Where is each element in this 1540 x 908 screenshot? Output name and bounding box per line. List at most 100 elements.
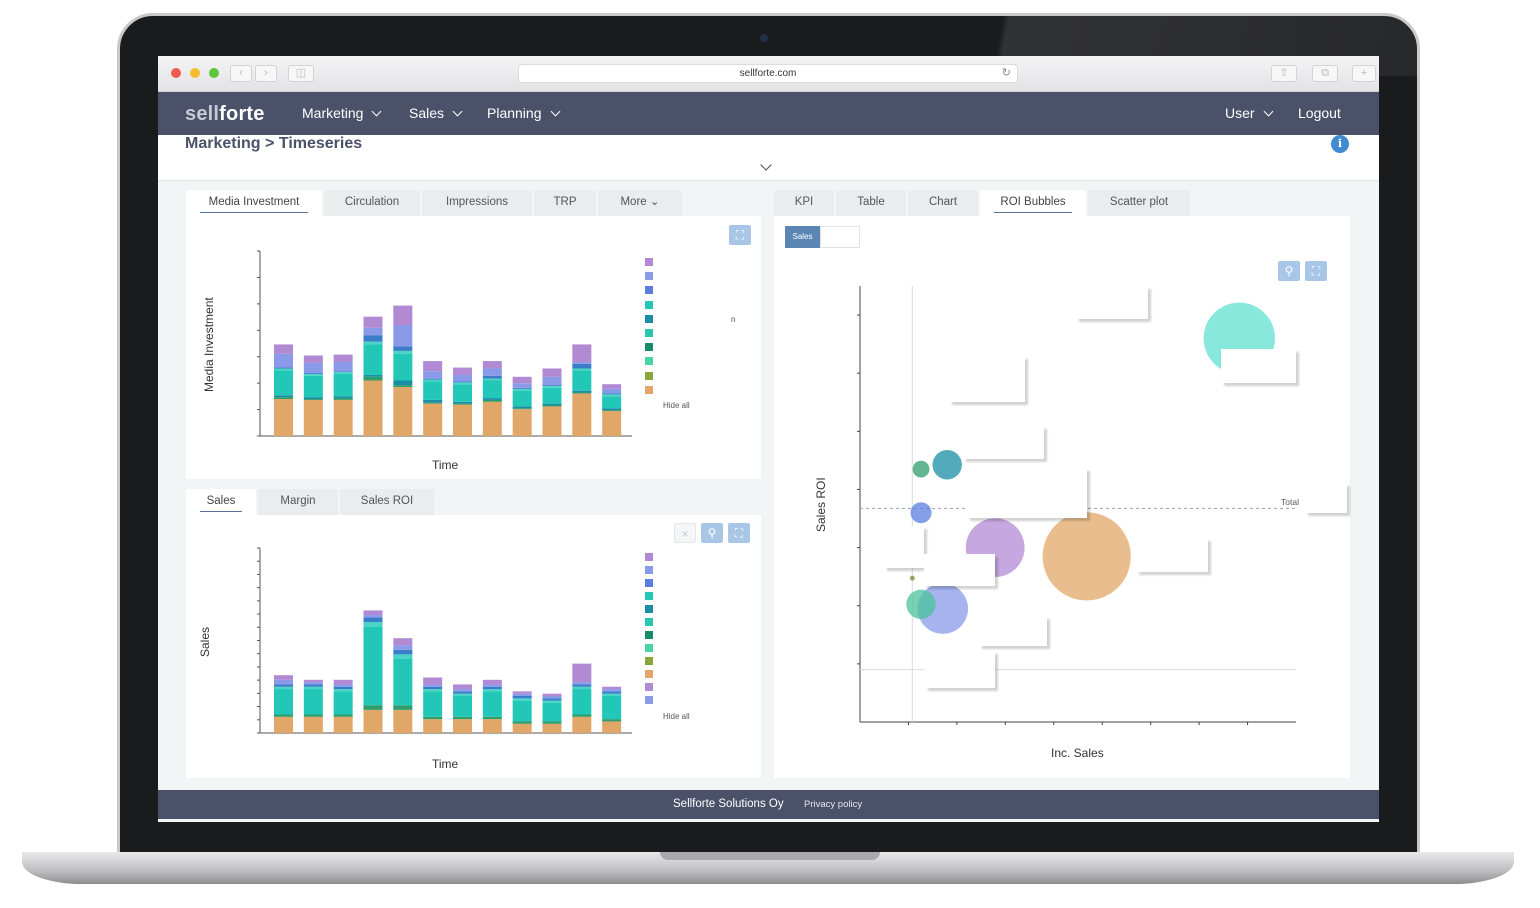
legend-swatch[interactable] bbox=[645, 286, 653, 295]
nav-user[interactable]: User bbox=[1225, 105, 1274, 121]
bar-segment bbox=[602, 696, 622, 720]
bar-segment bbox=[423, 378, 443, 380]
legend-swatch[interactable] bbox=[645, 343, 653, 352]
tab-table[interactable]: Table bbox=[836, 190, 906, 216]
legend-swatch[interactable] bbox=[645, 357, 653, 366]
legend-swatch[interactable] bbox=[645, 553, 653, 561]
chevron-down-icon bbox=[550, 106, 560, 117]
bar-segment bbox=[333, 372, 353, 375]
view-tabs: KPI Table Chart ROI Bubbles Scatter plot bbox=[774, 190, 1194, 216]
share-icon[interactable]: ⇧ bbox=[1271, 65, 1297, 82]
tab-circulation[interactable]: Circulation bbox=[324, 190, 420, 216]
bar-segment bbox=[393, 305, 413, 325]
legend-swatch[interactable] bbox=[645, 683, 653, 691]
bar-segment bbox=[542, 698, 562, 701]
bar-segment bbox=[482, 380, 502, 399]
tab-roi-bubbles[interactable]: ROI Bubbles bbox=[980, 190, 1086, 216]
legend-swatch[interactable] bbox=[645, 566, 653, 574]
legend-swatch[interactable] bbox=[645, 329, 653, 337]
bar-segment bbox=[542, 386, 562, 388]
bar-segment bbox=[423, 689, 443, 692]
tab-chart[interactable]: Chart bbox=[908, 190, 978, 216]
bar-segment bbox=[333, 374, 353, 397]
tab-impressions[interactable]: Impressions bbox=[422, 190, 532, 216]
sidebar-toggle-icon[interactable]: ◫ bbox=[288, 65, 314, 82]
fullscreen-icon[interactable]: ⛶ bbox=[728, 523, 750, 543]
toggle-sales[interactable]: Sales bbox=[785, 226, 820, 248]
breadcrumb-section[interactable]: Marketing bbox=[185, 135, 261, 152]
url-bar[interactable]: sellforte.com ↻ bbox=[518, 64, 1018, 83]
hide-all-link[interactable]: Hide all bbox=[663, 401, 690, 410]
tab-kpi[interactable]: KPI bbox=[774, 190, 834, 216]
tab-trp[interactable]: TRP bbox=[534, 190, 596, 216]
roi-bubble-chart bbox=[857, 286, 1296, 725]
reload-icon[interactable]: ↻ bbox=[1001, 67, 1011, 79]
tab-sales[interactable]: Sales bbox=[186, 489, 256, 515]
tab-sales-roi[interactable]: Sales ROI bbox=[340, 489, 434, 515]
bar-segment bbox=[572, 344, 592, 362]
bar-segment bbox=[363, 327, 383, 336]
nav-planning[interactable]: Planning bbox=[487, 105, 560, 121]
hide-all-link[interactable]: Hide all bbox=[663, 712, 690, 721]
bar-segment bbox=[453, 689, 472, 692]
tabs-overview-icon[interactable]: ⧉ bbox=[1312, 65, 1338, 82]
logout-link[interactable]: Logout bbox=[1298, 105, 1341, 121]
zoom-icon[interactable]: ⚲ bbox=[1278, 261, 1300, 281]
nav-sales[interactable]: Sales bbox=[409, 105, 463, 121]
back-button[interactable]: ‹ bbox=[230, 65, 252, 82]
bar-segment bbox=[542, 368, 562, 377]
bar-segment bbox=[393, 386, 413, 436]
legend-swatch[interactable] bbox=[645, 314, 653, 323]
close-icon[interactable]: × bbox=[674, 523, 696, 543]
bar-segment bbox=[363, 341, 383, 345]
tab-margin[interactable]: Margin bbox=[258, 489, 338, 515]
nav-marketing[interactable]: Marketing bbox=[302, 105, 382, 121]
legend-swatch[interactable] bbox=[645, 605, 653, 613]
chevron-down-icon[interactable] bbox=[760, 159, 772, 171]
tab-more[interactable]: More ⌄ bbox=[598, 190, 682, 216]
bar-segment bbox=[393, 654, 413, 659]
bar-segment bbox=[303, 374, 323, 376]
forward-button[interactable]: › bbox=[255, 65, 277, 82]
legend-swatch[interactable] bbox=[645, 644, 653, 652]
legend-swatch[interactable] bbox=[645, 272, 653, 281]
toggle-secondary[interactable] bbox=[820, 226, 860, 248]
bar-segment bbox=[393, 645, 413, 650]
legend-swatch[interactable] bbox=[645, 696, 653, 704]
bar-segment bbox=[363, 626, 383, 706]
legend-swatch[interactable] bbox=[645, 657, 653, 665]
tab-scatter-plot[interactable]: Scatter plot bbox=[1088, 190, 1190, 216]
privacy-policy-link[interactable]: Privacy policy bbox=[804, 799, 863, 810]
maximize-window-button[interactable] bbox=[209, 68, 219, 78]
legend-swatch[interactable] bbox=[645, 258, 653, 266]
legend-swatch[interactable] bbox=[645, 300, 653, 309]
laptop-notch bbox=[660, 852, 880, 860]
roi-bubbles-panel: Sales ⚲ ⛶ Sales ROI Inc. Sales Total bbox=[774, 216, 1350, 778]
legend-swatch[interactable] bbox=[645, 579, 653, 587]
legend-swatch[interactable] bbox=[645, 385, 653, 394]
legend-swatch[interactable] bbox=[645, 592, 653, 600]
minimize-window-button[interactable] bbox=[190, 68, 200, 78]
bar-segment bbox=[274, 344, 293, 354]
fullscreen-icon[interactable]: ⛶ bbox=[1305, 261, 1327, 281]
legend-swatch[interactable] bbox=[645, 618, 653, 626]
close-window-button[interactable] bbox=[171, 68, 181, 78]
zoom-icon[interactable]: ⚲ bbox=[701, 523, 723, 543]
bar-segment bbox=[303, 679, 323, 683]
bar-segment bbox=[602, 693, 622, 696]
legend-swatch[interactable] bbox=[645, 670, 653, 678]
new-tab-button[interactable]: + bbox=[1352, 65, 1376, 82]
legend-swatch[interactable] bbox=[645, 371, 653, 380]
legend-swatch[interactable] bbox=[645, 631, 653, 639]
camera-icon bbox=[760, 34, 768, 42]
info-icon[interactable]: i bbox=[1331, 135, 1349, 153]
bubble-tooltip bbox=[967, 468, 1087, 518]
bubble bbox=[932, 450, 962, 480]
sellforte-logo[interactable]: sellforte bbox=[185, 103, 265, 125]
bar-segment bbox=[482, 375, 502, 379]
tab-media-investment[interactable]: Media Investment bbox=[186, 190, 322, 216]
media-investment-panel: ⛶ Media Investment Time n Hide all bbox=[186, 216, 761, 479]
bar-segment bbox=[423, 379, 443, 382]
fullscreen-icon[interactable]: ⛶ bbox=[729, 225, 751, 245]
bar-segment bbox=[602, 396, 622, 409]
